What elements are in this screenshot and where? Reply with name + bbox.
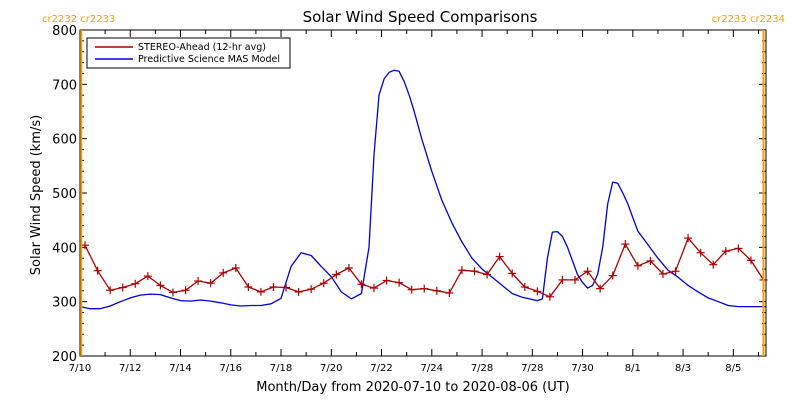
data-point [294,287,303,296]
x-tick-label: 7/22 [370,363,392,374]
y-tick-label: 200 [52,350,77,365]
data-point [194,277,203,286]
x-tick-label: 8/3 [675,363,691,374]
data-point [370,284,378,293]
data-point [432,286,441,295]
data-point [520,282,529,291]
data-point [470,267,479,276]
y-tick-label: 500 [52,187,77,202]
data-point [658,269,667,278]
y-axis: 200 300 400 500 600 700 800 [52,24,766,365]
data-point [633,261,642,270]
y-axis-label: Solar Wind Speed (km/s) [29,115,44,275]
x-tick-label: 7/28 [521,363,543,374]
data-point [721,247,730,256]
carrington-label-right: cr2233 cr2234 [712,14,785,25]
x-tick-label: 8/1 [625,363,641,374]
data-point [81,241,90,250]
data-point [181,286,190,295]
x-tick-label: 7/24 [421,363,443,374]
data-point [332,270,341,279]
series-layer [79,69,768,310]
data-point [571,275,580,284]
x-tick-label: 7/30 [571,363,593,374]
data-point [545,292,554,301]
data-point [382,276,391,285]
data-point [357,280,366,289]
x-tick-label: 7/28 [471,363,493,374]
data-point [269,282,278,291]
x-axis-label: Month/Day from 2020-07-10 to 2020-08-06 … [256,380,569,395]
data-point [621,240,630,249]
data-point [106,286,115,295]
data-point [696,248,705,257]
y-tick-label: 300 [52,296,77,311]
data-point [206,279,215,288]
data-point [131,279,140,288]
x-axis: 7/10 7/12 7/14 7/16 7/18 7/20 7/22 7/24 7/28 7/28… [69,30,759,374]
data-point [709,260,718,269]
data-point [608,271,617,280]
legend-label-stereo: STEREO-Ahead (12-hr avg) [138,42,266,53]
data-point [495,252,504,261]
data-point [344,263,353,272]
data-point [395,278,404,287]
legend: STEREO-Ahead (12-hr avg) Predictive Scie… [86,37,291,69]
data-point [483,270,492,279]
data-point [734,244,743,253]
data-point [407,285,416,294]
x-tick-label: 7/14 [169,363,191,374]
data-point [420,284,429,293]
x-tick-label: 7/18 [270,363,292,374]
x-tick-label: 7/20 [320,363,342,374]
y-tick-label: 700 [52,78,77,93]
data-point [93,266,102,275]
x-tick-label: 7/12 [119,363,141,374]
y-tick-label: 800 [52,24,77,39]
data-point [596,284,605,293]
x-tick-label: 7/16 [220,363,242,374]
plot-area [79,29,767,357]
data-point [168,288,177,297]
data-point [244,282,253,291]
chart-title: Solar Wind Speed Comparisons [303,8,538,26]
data-point [558,275,567,284]
data-point [533,287,542,296]
y-tick-label: 400 [52,241,77,256]
legend-label-mas: Predictive Science MAS Model [138,54,280,65]
y-tick-label: 600 [52,133,77,148]
data-point [646,256,655,265]
carrington-label-left: cr2232 cr2233 [42,14,115,25]
x-tick-label: 7/10 [69,363,91,374]
series-line-1 [79,69,766,310]
data-point [118,283,127,292]
data-point [282,283,291,292]
data-point [231,263,240,272]
data-point [143,272,152,281]
data-point [508,269,517,278]
data-point [671,267,680,276]
data-point [457,266,466,275]
plot-frame [79,29,767,357]
data-point [583,267,592,276]
x-tick-label: 8/5 [725,363,741,374]
carrington-markers [80,30,765,356]
data-point [219,268,228,277]
data-point [156,281,165,290]
data-point [319,279,328,288]
data-point [307,285,316,294]
data-point [746,256,755,265]
data-point [445,288,454,297]
legend-box [86,37,291,69]
data-point [684,234,693,243]
data-point [256,287,265,296]
